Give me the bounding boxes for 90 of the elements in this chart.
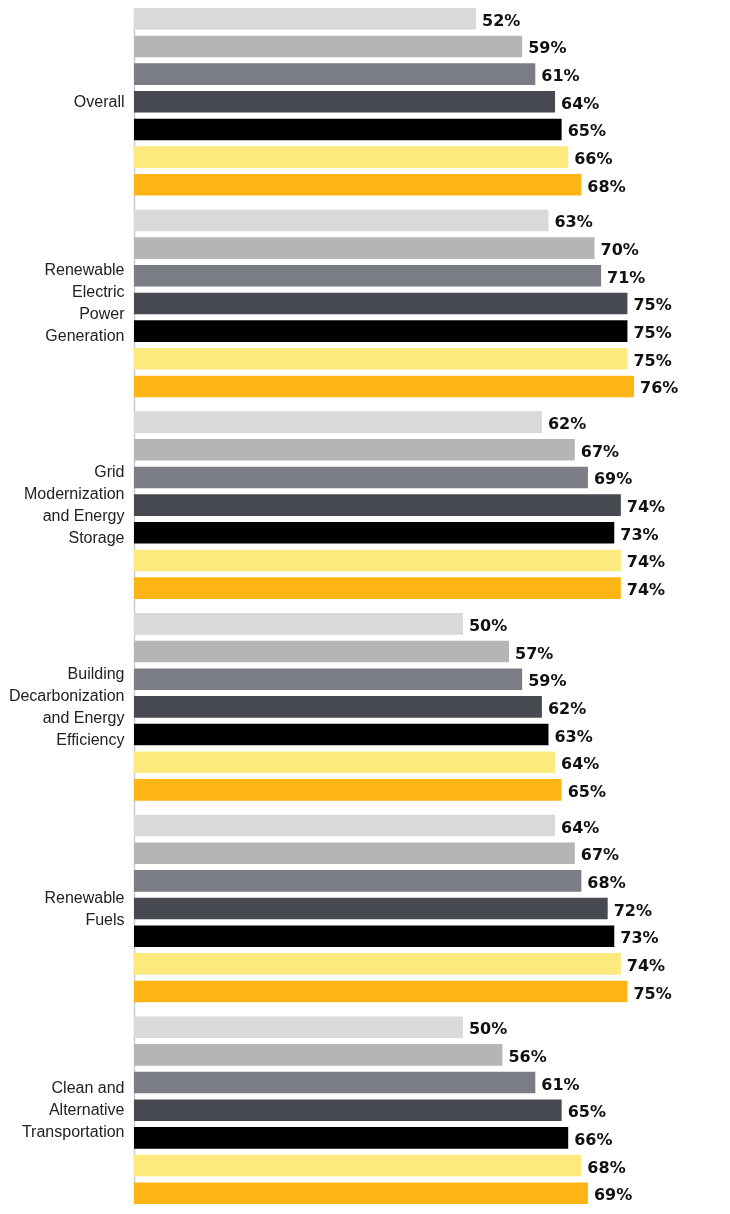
data-label: 56%: [508, 1046, 547, 1066]
bar: [134, 953, 621, 975]
y-tick-label: Renewable Fuels: [44, 888, 125, 928]
bar: [134, 35, 523, 58]
data-label: 62%: [547, 414, 587, 434]
data-label: 57%: [515, 643, 554, 663]
data-label: 59%: [528, 38, 567, 58]
data-label: 50%: [468, 1019, 508, 1039]
data-label: 68%: [587, 176, 626, 196]
data-label: 62%: [547, 698, 587, 718]
data-label: 73%: [620, 928, 659, 948]
bar: [134, 870, 582, 892]
data-label: 75%: [633, 983, 672, 1003]
data-label: 66%: [574, 1129, 613, 1149]
bar: [134, 1182, 588, 1204]
bar: [134, 466, 588, 489]
data-label: 68%: [587, 1157, 626, 1177]
bar: [134, 1016, 463, 1039]
bar: [134, 411, 542, 433]
bar: [134, 980, 628, 1003]
data-label: 75%: [633, 295, 672, 315]
data-label: 75%: [633, 323, 672, 343]
y-tick-label: Clean and Alternative Transportation: [21, 1079, 125, 1141]
data-label: 69%: [593, 469, 633, 489]
bar: [134, 348, 628, 370]
data-label: 73%: [620, 524, 659, 544]
bar: [134, 320, 628, 342]
data-label: 76%: [640, 378, 679, 398]
bar: [134, 751, 556, 773]
bar: [134, 779, 562, 801]
bar: [134, 897, 608, 920]
bar: [134, 375, 634, 398]
data-label: 72%: [613, 900, 652, 920]
y-tick-label: Building Decarbonization and Energy Efficiency: [8, 664, 125, 748]
bar: [134, 1071, 536, 1094]
data-label: 59%: [528, 671, 567, 691]
bar: [134, 723, 549, 746]
bar: [134, 1127, 569, 1149]
data-label: 63%: [554, 212, 593, 232]
data-label: 64%: [561, 754, 600, 774]
data-label: 63%: [554, 726, 593, 746]
data-label: 52%: [482, 10, 521, 30]
data-label: 61%: [541, 66, 580, 86]
bar: [134, 439, 575, 461]
data-label: 66%: [574, 149, 613, 169]
data-label: 67%: [580, 845, 620, 865]
bar: [134, 1099, 562, 1122]
data-label: 68%: [587, 872, 626, 892]
data-label: 75%: [633, 350, 672, 370]
data-label: 61%: [541, 1074, 580, 1094]
data-label: 74%: [626, 955, 666, 975]
bar: [134, 63, 536, 85]
data-label: 65%: [567, 121, 606, 141]
data-label: 65%: [567, 781, 606, 801]
bar: [134, 173, 582, 196]
bar: [134, 146, 569, 168]
bar: [134, 8, 477, 30]
bar: [134, 925, 615, 947]
data-label: 64%: [561, 93, 600, 113]
bar: [134, 814, 556, 837]
data-label: 64%: [561, 817, 600, 837]
bar: [134, 522, 615, 544]
y-tick-label: Renewable Electric Power Generation: [44, 261, 126, 345]
bar: [134, 549, 621, 572]
data-label: 74%: [626, 552, 666, 572]
bar: [134, 90, 556, 113]
y-tick-label: Overall: [73, 92, 125, 110]
data-label: 69%: [593, 1185, 633, 1205]
data-label: 71%: [607, 267, 646, 287]
data-label: 65%: [567, 1102, 606, 1122]
bar: [134, 577, 621, 599]
y-tick-label: Grid Modernization and Energy Storage: [24, 463, 125, 547]
data-label: 74%: [626, 580, 666, 600]
bar: [134, 668, 523, 690]
bar: [134, 842, 575, 864]
bar: [134, 640, 509, 663]
bar: [134, 292, 628, 315]
bar: [134, 265, 602, 287]
bar: [134, 1044, 503, 1066]
bar: [134, 494, 621, 516]
bar: [134, 1154, 582, 1177]
bar: [134, 118, 562, 141]
data-label: 70%: [600, 240, 639, 260]
data-label: 67%: [580, 441, 620, 461]
bar: [134, 613, 463, 635]
bar: [134, 237, 595, 259]
bar: [134, 696, 542, 718]
data-label: 50%: [468, 615, 508, 635]
data-label: 74%: [626, 497, 666, 517]
bar: [134, 209, 549, 232]
